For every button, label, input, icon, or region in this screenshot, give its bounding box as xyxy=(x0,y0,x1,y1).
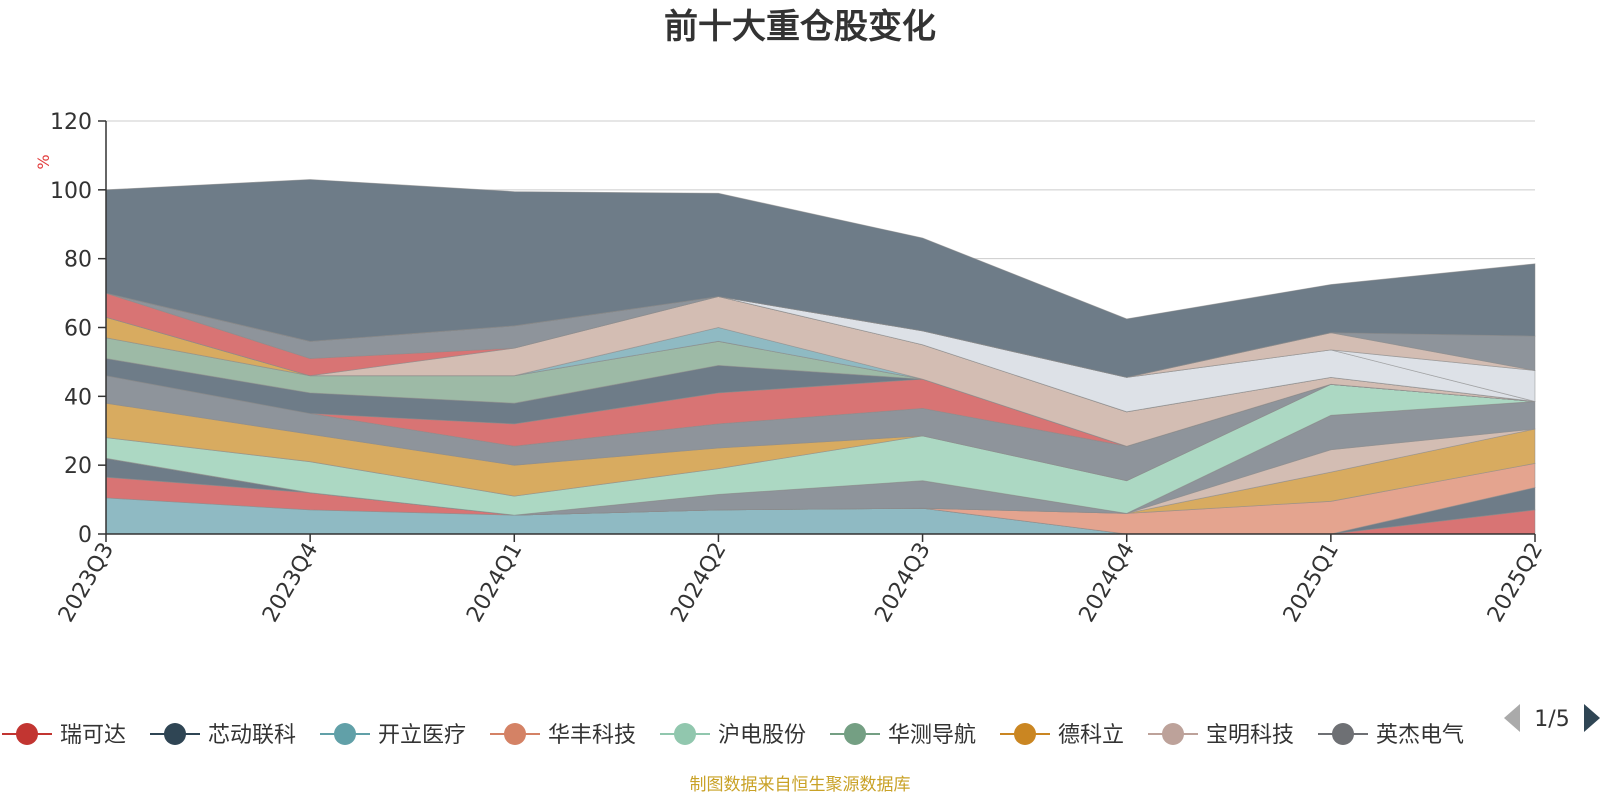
y-tick-label-1: 20 xyxy=(64,454,92,479)
legend-item-1[interactable]: 芯动联科 xyxy=(150,723,296,748)
legend-marker-icon xyxy=(164,723,186,745)
legend-label: 宝明科技 xyxy=(1206,723,1294,748)
y-tick-label-0: 0 xyxy=(78,523,92,548)
legend-item-0[interactable]: 瑞可达 xyxy=(2,723,126,748)
y-tick-label-4: 80 xyxy=(64,248,92,273)
chart-title: 前十大重仓股变化 xyxy=(664,7,936,47)
legend-pager: 1/5 xyxy=(1504,704,1600,732)
x-tick-label-2: 2024Q1 xyxy=(462,539,527,627)
x-tick-label-1: 2023Q4 xyxy=(258,539,323,627)
y-tick-label-5: 100 xyxy=(50,179,92,204)
legend-item-2[interactable]: 开立医疗 xyxy=(320,723,466,748)
x-tick-label-0: 2023Q3 xyxy=(54,539,119,627)
y-tick-label-3: 60 xyxy=(64,317,92,342)
y-tick-label-2: 40 xyxy=(64,385,92,410)
legend-marker-icon xyxy=(334,723,356,745)
legend-item-4[interactable]: 沪电股份 xyxy=(660,723,806,748)
legend-label: 华测导航 xyxy=(888,723,976,748)
legend-marker-icon xyxy=(16,723,38,745)
y-axis-unit: % xyxy=(34,154,53,169)
legend-label: 瑞可达 xyxy=(60,723,126,748)
legend-item-3[interactable]: 华丰科技 xyxy=(490,723,636,748)
x-tick-label-7: 2025Q2 xyxy=(1483,539,1548,627)
legend-label: 华丰科技 xyxy=(548,723,636,748)
legend-marker-icon xyxy=(844,723,866,745)
legend-label: 沪电股份 xyxy=(718,723,806,748)
legend-marker-icon xyxy=(1014,723,1036,745)
legend-item-6[interactable]: 德科立 xyxy=(1000,723,1124,748)
x-tick-label-5: 2024Q4 xyxy=(1075,539,1140,627)
y-tick-label-6: 120 xyxy=(50,110,92,135)
x-tick-label-3: 2024Q2 xyxy=(666,539,731,627)
legend-label: 德科立 xyxy=(1058,723,1124,748)
x-tick-label-4: 2024Q3 xyxy=(870,539,935,627)
legend-marker-icon xyxy=(674,723,696,745)
legend-next-icon[interactable] xyxy=(1584,704,1600,732)
data-source-note: 制图数据来自恒生聚源数据库 xyxy=(690,775,911,795)
legend-item-5[interactable]: 华测导航 xyxy=(830,723,976,748)
legend-page-indicator: 1/5 xyxy=(1534,707,1569,732)
legend-marker-icon xyxy=(1162,723,1184,745)
legend-item-8[interactable]: 英杰电气 xyxy=(1318,723,1464,748)
legend-prev-icon[interactable] xyxy=(1504,704,1520,732)
area-series-23 xyxy=(105,179,1536,378)
legend-label: 英杰电气 xyxy=(1376,723,1464,748)
x-tick-label-6: 2025Q1 xyxy=(1279,539,1344,627)
legend: 瑞可达 芯动联科 开立医疗 华丰科技 沪电股份 华测导航 德科立 宝明科技 英杰电气 xyxy=(2,723,1464,748)
legend-marker-icon xyxy=(504,723,526,745)
legend-label: 开立医疗 xyxy=(378,723,466,748)
legend-label: 芯动联科 xyxy=(208,723,296,748)
stacked-areas xyxy=(105,179,1536,535)
legend-item-7[interactable]: 宝明科技 xyxy=(1148,723,1294,748)
legend-marker-icon xyxy=(1332,723,1354,745)
